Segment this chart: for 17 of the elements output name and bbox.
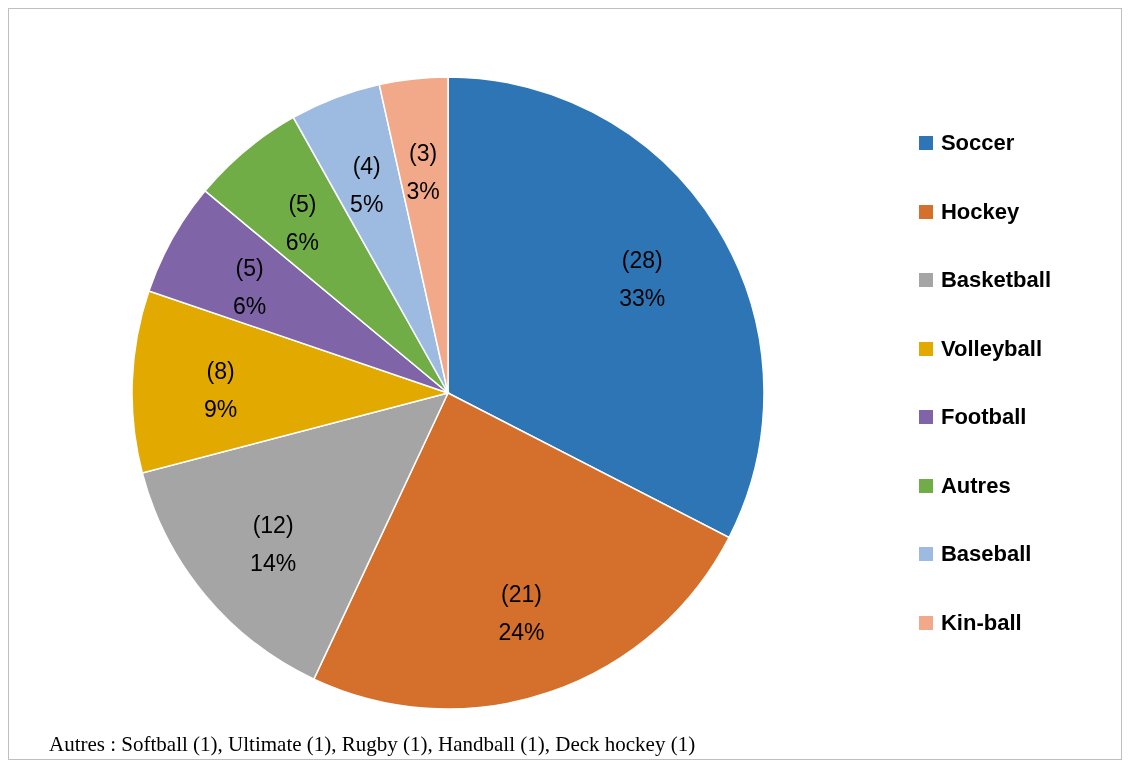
legend-label: Baseball — [940, 541, 1032, 568]
legend-label: Kin-ball — [940, 609, 1022, 636]
legend-label: Hockey — [940, 198, 1020, 225]
data-label: (12) 14% — [250, 511, 297, 576]
legend-label: Volleyball — [940, 335, 1043, 362]
data-label: (8) 9% — [204, 357, 238, 422]
legend-label: Basketball — [940, 267, 1051, 294]
data-label: (5) 6% — [232, 254, 267, 319]
text: Autres : Softball (1), Ultimate (1), Rugby (1), Handball (1), Deck hockey (1) — [49, 732, 696, 757]
data-label: (28) 33% — [619, 247, 666, 312]
legend-label: Autres — [940, 472, 1011, 499]
data-label: (21) 24% — [498, 581, 545, 646]
data-label: (4) 5% — [350, 153, 384, 218]
legend-label: Soccer — [940, 130, 1015, 157]
legend-label: Football — [940, 404, 1027, 431]
data-label: (3) 3% — [406, 139, 440, 204]
data-label: (5) 6% — [285, 191, 320, 256]
